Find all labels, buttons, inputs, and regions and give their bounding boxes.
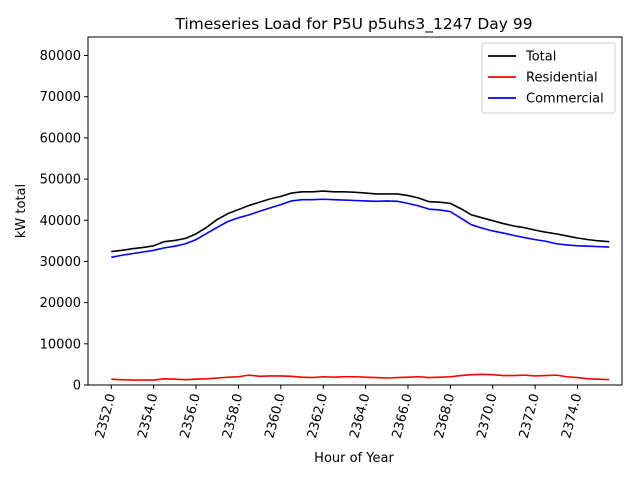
y-tick-label: 70000 — [40, 90, 81, 105]
series-layer — [111, 190, 610, 381]
x-axis-title: Hour of Year — [314, 451, 394, 466]
series-line-residential — [111, 373, 610, 381]
y-tick-label: 50000 — [40, 173, 81, 188]
series-line-commercial — [111, 198, 610, 259]
y-tick-label: 30000 — [40, 255, 81, 270]
y-axis-title: kW total — [14, 184, 29, 238]
plot-frame — [87, 36, 623, 386]
legend: Total Residential Commercial — [481, 42, 616, 114]
series-line-total — [111, 190, 610, 253]
legend-label-commercial: Commercial — [526, 92, 604, 107]
y-tick-label: 10000 — [40, 337, 81, 352]
y-tick-label: 80000 — [40, 49, 81, 64]
chart-title: Timeseries Load for P5U p5uhs3_1247 Day … — [174, 15, 532, 34]
y-tick-label: 40000 — [40, 214, 81, 229]
y-tick-label: 20000 — [40, 296, 81, 311]
legend-label-total: Total — [525, 50, 556, 65]
y-axis: 0 10000 20000 30000 40000 50000 60000 70000 8000… — [40, 49, 88, 394]
y-tick-label: 60000 — [40, 131, 81, 146]
legend-label-residential: Residential — [526, 71, 598, 86]
legend-box — [481, 42, 616, 114]
y-tick-label: 0 — [73, 379, 81, 394]
